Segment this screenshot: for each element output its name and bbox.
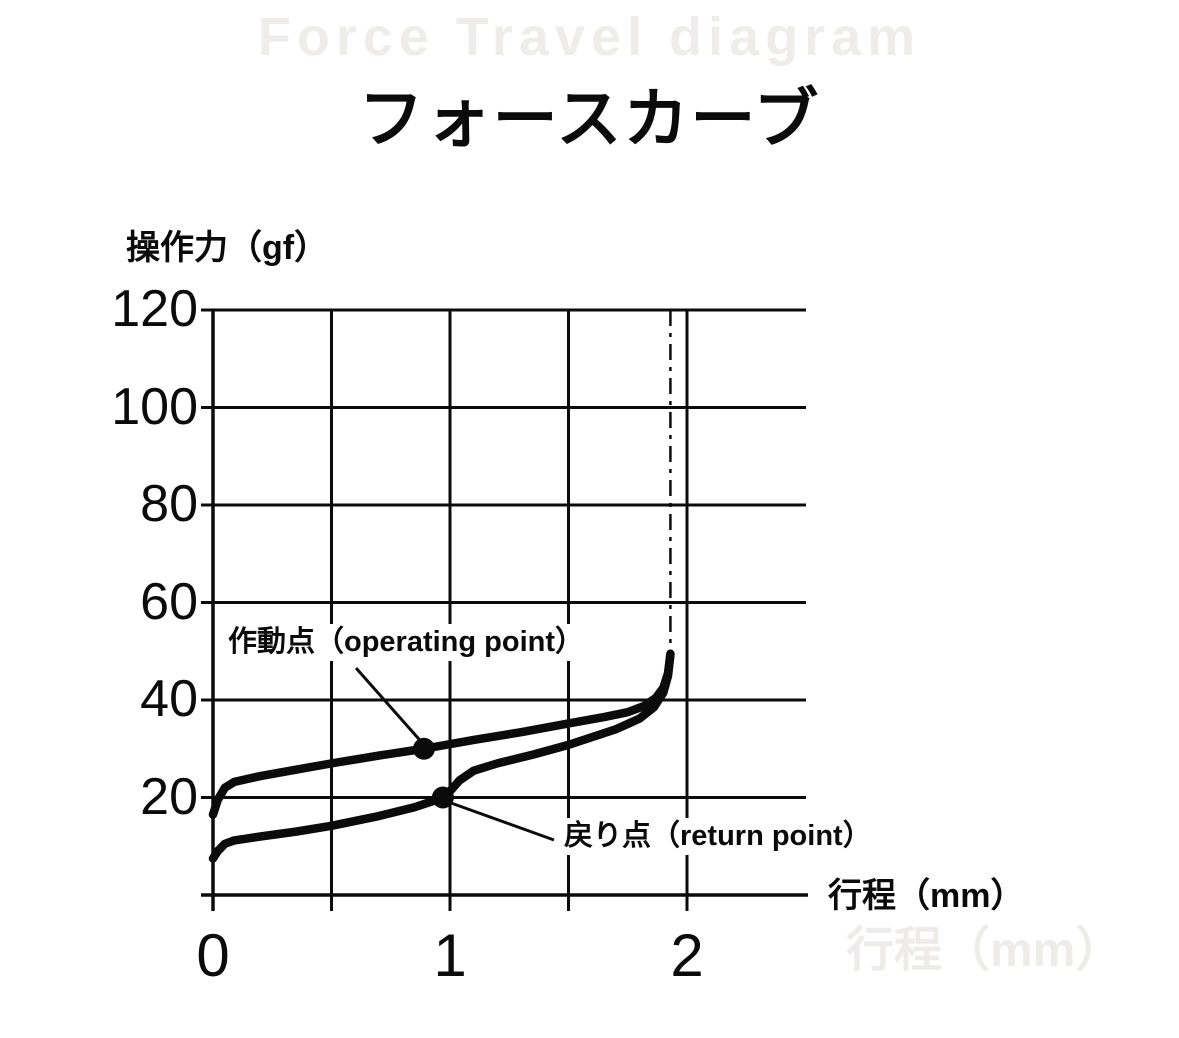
x-tick-label-0: 0 xyxy=(196,922,230,989)
y-tick-label-100: 100 xyxy=(111,377,198,436)
y-axis-title: 操作力（gf） xyxy=(126,229,329,267)
operating-point-label: 作動点（operating point） xyxy=(220,624,593,662)
return-point-leader-line xyxy=(446,800,555,842)
y-tick-label-40: 40 xyxy=(140,669,198,728)
x-axis-title: 行程（mm） xyxy=(828,877,1025,915)
operating-point-leader-line xyxy=(354,667,426,746)
operating-point-marker xyxy=(412,737,435,760)
y-tick-label-120: 120 xyxy=(111,279,198,338)
y-tick-label-60: 60 xyxy=(140,572,198,631)
return-point-label: 戻り点（return point） xyxy=(556,818,880,856)
return-point-marker xyxy=(431,786,454,809)
chart-title: フォースカーブ xyxy=(358,82,821,155)
y-tick-label-80: 80 xyxy=(140,474,198,533)
x-tick-label-1: 1 xyxy=(433,922,467,989)
y-tick-label-20: 20 xyxy=(140,767,198,826)
x-tick-label-2: 2 xyxy=(670,922,704,989)
